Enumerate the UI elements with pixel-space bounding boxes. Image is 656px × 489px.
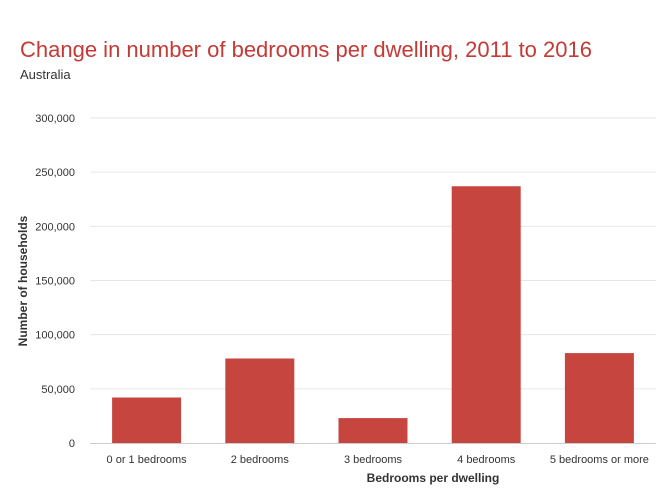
- y-axis-title: Number of households: [16, 215, 30, 346]
- bar: [225, 358, 295, 443]
- x-axis-title: Bedrooms per dwelling: [367, 471, 500, 485]
- y-tick-label: 300,000: [35, 113, 75, 125]
- y-tick-label: 50,000: [41, 384, 75, 396]
- chart-title: Change in number of bedrooms per dwellin…: [20, 37, 592, 62]
- y-tick-label: 100,000: [35, 330, 75, 342]
- chart-subtitle: Australia: [20, 67, 71, 82]
- x-tick-label: 2 bedrooms: [231, 454, 290, 466]
- bar: [451, 186, 521, 443]
- x-tick-label: 5 bedrooms or more: [550, 454, 649, 466]
- bars: [112, 186, 634, 443]
- bar: [112, 397, 182, 443]
- gridlines: [90, 117, 656, 390]
- y-tick-label: 150,000: [35, 276, 75, 288]
- bar: [338, 418, 408, 443]
- y-tick-label: 0: [69, 438, 75, 450]
- y-tick-label: 250,000: [35, 167, 75, 179]
- x-tick-label: 0 or 1 bedrooms: [107, 454, 188, 466]
- y-tick-label: 200,000: [35, 221, 75, 233]
- bar: [564, 353, 634, 443]
- x-tick-label: 3 bedrooms: [344, 454, 403, 466]
- x-tick-label: 4 bedrooms: [457, 454, 516, 466]
- y-axis-ticks: 0 50,000 100,000 150,000 200,000 250,000 300,0…: [35, 113, 75, 450]
- x-axis-ticks: 0 or 1 bedrooms 2 bedrooms 3 bedrooms 4 bed…: [107, 454, 649, 466]
